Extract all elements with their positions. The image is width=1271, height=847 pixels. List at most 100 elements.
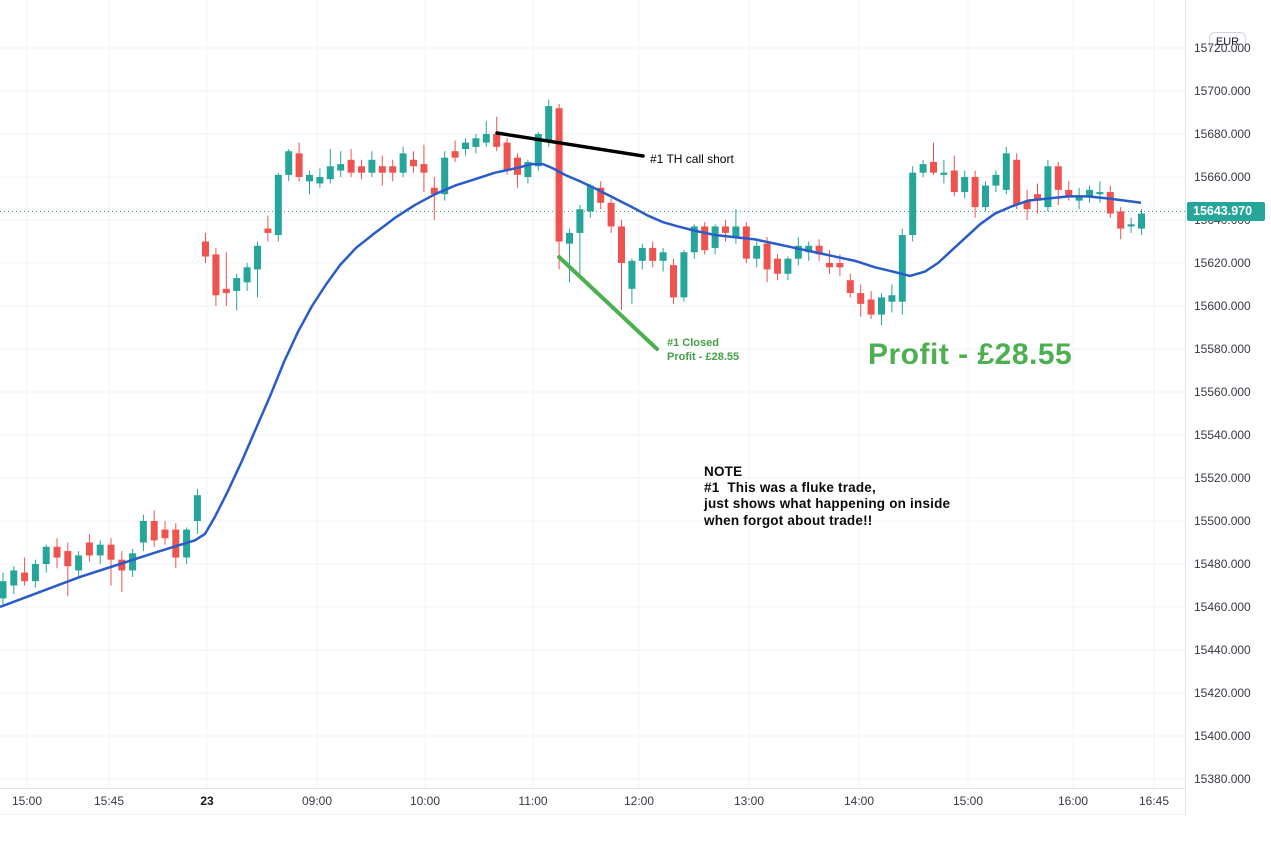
candle [274,174,282,236]
candle [306,174,313,182]
candle [368,159,376,173]
candle [410,159,417,167]
note-line: NOTE [704,464,743,479]
candle [10,570,18,586]
chart-pane[interactable]: #1 TH call short #1 Closed Profit - £28.5… [0,0,1185,788]
candle [430,187,438,195]
candle [1117,211,1125,229]
candle [784,258,792,274]
candle [1138,213,1145,229]
candle [1034,194,1041,201]
candle [42,546,50,564]
candle [53,546,61,558]
closed-annotation-line [557,255,659,351]
price-tick-label: 15500.000 [1194,514,1251,528]
candle [566,232,573,244]
candle [628,260,636,289]
price-tick-label: 15660.000 [1194,170,1251,184]
candle [888,295,896,302]
candle [836,263,844,268]
price-tick-label: 15580.000 [1194,342,1251,356]
short-call-annotation-text: #1 TH call short [650,152,734,166]
price-tick-label: 15400.000 [1194,729,1251,743]
note-text: NOTE #1 This was a fluke trade, just shows… [704,464,950,529]
profit-big-text: Profit - £28.55 [868,338,1073,371]
candle [1086,189,1093,197]
candle [0,581,7,599]
candle [399,153,407,173]
candle [472,138,480,147]
candle [919,164,927,173]
note-line: just shows what happening on inside [704,496,951,512]
price-tick-label: 15380.000 [1194,772,1251,786]
candle [150,521,158,541]
candle [753,245,761,259]
candle [1023,200,1031,210]
candle [607,202,615,227]
time-tick-label: 14:00 [843,794,875,808]
candle [337,164,345,171]
ma-line [0,162,1142,609]
candle [909,172,917,236]
candle [85,542,93,556]
price-axis[interactable]: EUR 15720.000 15700.000 15680.000 15660.000… [1185,0,1271,815]
candle [358,166,365,173]
candle [930,161,937,173]
candle [576,209,584,233]
candle [482,134,490,143]
time-tick-label: 15:00 [952,794,984,808]
candle [898,235,906,302]
candle [1054,166,1062,190]
candle [75,555,83,571]
candle [805,245,813,253]
candle [555,108,563,242]
time-tick-label: 16:45 [1138,794,1170,808]
candle [742,226,750,259]
note-line: #1 This was a fluke trade, [704,480,876,496]
candle [826,263,833,268]
candle [618,226,625,263]
candle [940,172,948,175]
candle [451,151,459,158]
eur-badge[interactable]: EUR [1209,32,1246,52]
time-tick-label: 11:00 [518,794,548,808]
candlestick-chart [0,0,1185,788]
candle [172,529,180,558]
candle [326,166,334,180]
candle [295,153,303,177]
candle [64,551,72,567]
candle [316,177,324,184]
candle [129,553,137,571]
candle [420,164,428,173]
candle [878,297,885,315]
price-tick-label: 15560.000 [1194,385,1251,399]
candle [1096,192,1104,195]
note-line: when forgot about trade!! [704,512,873,528]
time-tick-label: 15:45 [93,794,125,808]
price-tick-label: 15520.000 [1194,471,1251,485]
candle [243,267,251,283]
candle [857,293,865,304]
candle [96,544,104,556]
time-tick-label: 15:00 [11,794,43,808]
candle [389,166,397,173]
candle [514,157,521,175]
time-tick-label: 09:00 [301,794,333,808]
candle [264,228,272,233]
time-tick-label: 16:00 [1057,794,1089,808]
time-tick-label: 13:00 [733,794,765,808]
candle [763,243,771,270]
closed-annotation-line-text: Profit - £28.55 [667,350,740,363]
candle [649,247,657,261]
candle [118,559,126,571]
candle [732,226,740,238]
candle [722,226,729,233]
candle [659,252,667,261]
candle [193,495,201,521]
time-axis[interactable]: 15:00 15:45 23 09:00 10:00 11:00 12:00 13:00 14:… [0,788,1185,815]
price-tick-label: 15620.000 [1194,256,1251,270]
candle [31,564,39,582]
candle [971,177,979,208]
candle [1127,224,1135,227]
